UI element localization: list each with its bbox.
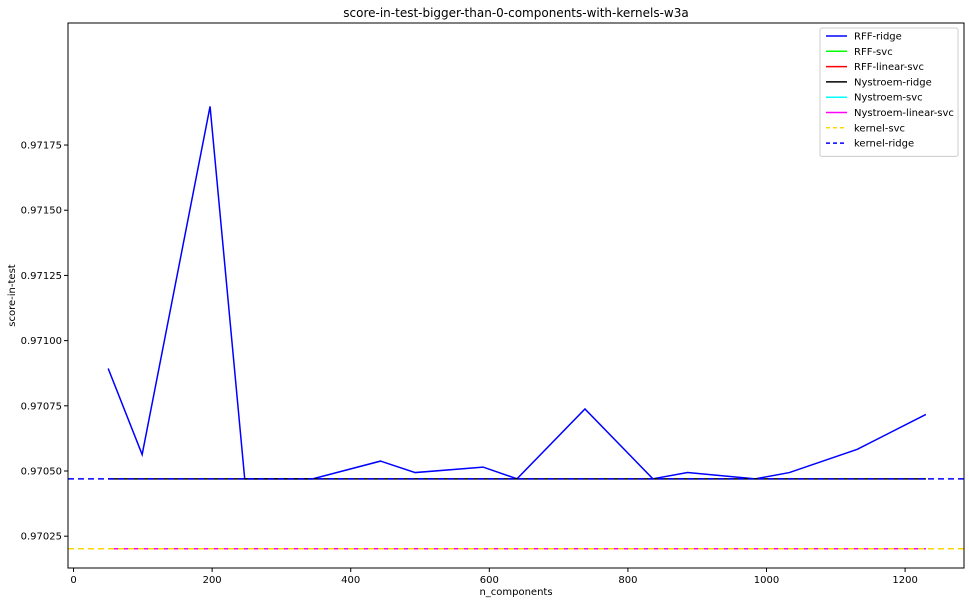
legend-box	[819, 27, 959, 157]
x-tick-label: 800	[618, 575, 637, 586]
plot-frame	[67, 22, 965, 569]
legend: RFF-ridge RFF-svc RFF-linear-svc Nystroem-r…	[819, 27, 959, 157]
legend-label: Nystroem-linear-svc	[854, 108, 954, 119]
legend-label: RFF-ridge	[854, 32, 902, 43]
legend-label: RFF-linear-svc	[854, 62, 924, 73]
x-tick-label: 0	[70, 575, 76, 586]
legend-label: Nystroem-ridge	[854, 77, 932, 88]
x-tick-label: 1200	[892, 575, 917, 586]
legend-label: kernel-ridge	[854, 139, 914, 150]
ticks-layer: 0 200 400 600 800 1000 1200 0.97025 0.97050 0.970…	[21, 141, 918, 586]
y-tick-label: 0.97100	[21, 336, 62, 347]
y-tick-label: 0.97025	[21, 532, 62, 543]
x-tick-label: 200	[203, 575, 222, 586]
series-layer	[68, 106, 964, 550]
y-axis-label: score-in-test	[7, 264, 18, 326]
series-line-rff-ridge	[107, 106, 927, 480]
x-tick-label: 1000	[754, 575, 779, 586]
legend-label: RFF-svc	[854, 47, 893, 58]
legend-label: kernel-svc	[854, 123, 905, 134]
y-tick-label: 0.97050	[21, 466, 62, 477]
y-tick-label: 0.97175	[21, 141, 62, 152]
x-tick-label: 600	[480, 575, 499, 586]
y-tick-label: 0.97125	[21, 271, 62, 282]
y-tick-label: 0.97150	[21, 206, 62, 217]
x-tick-label: 400	[341, 575, 360, 586]
chart-title: score-in-test-bigger-than-0-components-w…	[343, 6, 688, 20]
y-tick-label: 0.97075	[21, 401, 62, 412]
x-axis-label: n_components	[479, 587, 552, 598]
legend-label: Nystroem-svc	[854, 93, 923, 104]
